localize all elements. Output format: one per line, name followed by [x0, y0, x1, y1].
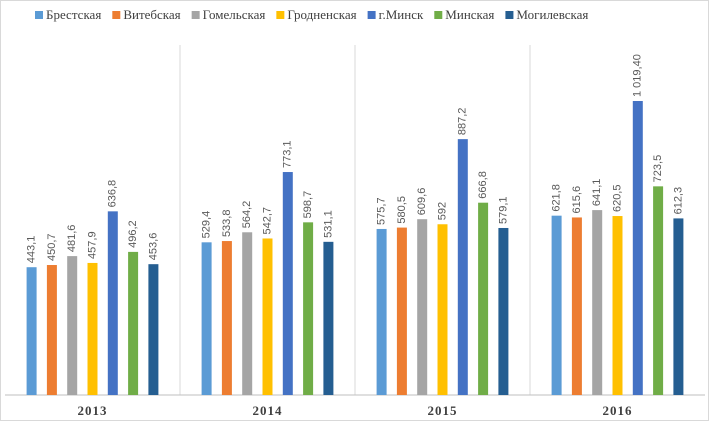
value-label: 636,8: [107, 180, 119, 208]
bar: [632, 101, 643, 395]
legend-label: Гродненская: [287, 7, 356, 22]
value-label: 450,7: [46, 233, 58, 261]
value-label: 542,7: [261, 207, 273, 235]
bar: [571, 217, 582, 395]
value-label: 887,2: [457, 108, 469, 136]
legend-label: Гомельская: [203, 7, 266, 22]
bar: [282, 172, 293, 395]
legend-swatch: [112, 11, 121, 19]
legend-label: Витебская: [123, 7, 180, 22]
bar: [242, 232, 253, 395]
legend-swatch: [505, 11, 514, 19]
bar: [262, 238, 273, 395]
bar: [551, 215, 562, 395]
legend-swatch: [367, 11, 376, 19]
legend-swatch: [191, 11, 200, 19]
value-label: 620,5: [611, 185, 623, 213]
value-label: 723,5: [652, 155, 664, 183]
value-label: 615,6: [571, 186, 583, 214]
legend-label: Могилевская: [516, 7, 588, 22]
x-tick-label: 2016: [603, 403, 633, 418]
bar: [323, 241, 334, 395]
bar: [26, 267, 37, 395]
legend-swatch: [35, 11, 43, 19]
value-label: 529,4: [201, 211, 213, 239]
bar: [221, 241, 232, 395]
bar: [46, 265, 57, 395]
bar: [67, 256, 78, 395]
bar: [417, 219, 428, 395]
bar: [437, 224, 448, 395]
value-label: 443,1: [26, 236, 38, 264]
value-label: 609,6: [416, 188, 428, 216]
value-label: 533,8: [221, 210, 233, 238]
value-label: 457,9: [86, 231, 98, 259]
bar: [653, 186, 664, 395]
bar: [612, 216, 623, 395]
bar: [87, 262, 98, 395]
bar: [201, 242, 212, 395]
legend-swatch: [434, 11, 443, 19]
bar: [128, 251, 139, 395]
value-label: 531,1: [322, 210, 334, 238]
value-label: 612,3: [672, 187, 684, 215]
legend-swatch: [276, 11, 285, 19]
bar: [376, 228, 387, 395]
value-label: 481,6: [66, 225, 78, 253]
bar: [478, 202, 489, 395]
value-label: 496,2: [127, 220, 139, 248]
bar: [673, 218, 684, 395]
value-label: 564,2: [241, 201, 253, 229]
value-label: 641,1: [591, 179, 603, 207]
x-tick-label: 2013: [78, 403, 108, 418]
bar: [457, 139, 468, 395]
value-label: 453,6: [147, 233, 159, 261]
legend-label: Брестская: [46, 7, 101, 22]
x-tick-label: 2015: [428, 403, 458, 418]
bar: [396, 227, 407, 395]
x-tick-label: 2014: [253, 403, 283, 418]
value-label: 621,8: [551, 184, 563, 212]
value-label: 666,8: [477, 171, 489, 199]
bar: [592, 210, 603, 395]
value-label: 575,7: [376, 197, 388, 225]
value-label: 1 019,40: [632, 54, 644, 97]
bar: [303, 222, 314, 395]
legend-label: Минская: [445, 7, 494, 22]
bar: [498, 227, 509, 395]
value-label: 592: [436, 202, 448, 220]
legend-label: г.Минск: [379, 7, 424, 22]
value-label: 579,1: [497, 196, 509, 224]
value-label: 580,5: [396, 196, 408, 224]
bar: [107, 211, 118, 395]
value-label: 773,1: [282, 141, 294, 169]
bar: [148, 264, 159, 395]
value-label: 598,7: [302, 191, 314, 219]
